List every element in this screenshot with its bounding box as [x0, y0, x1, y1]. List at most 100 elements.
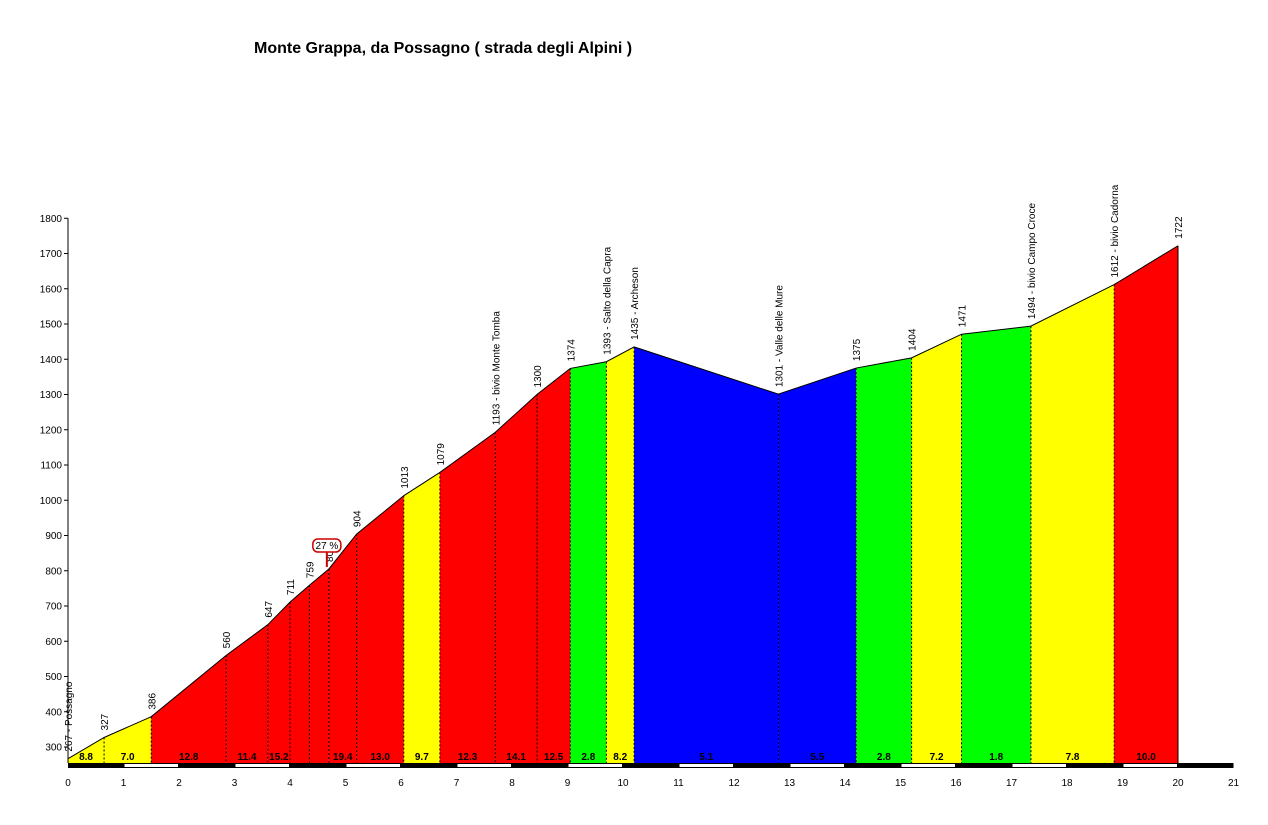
grade-label-18: 7.2: [930, 752, 944, 763]
y-tick-label-400: 400: [45, 707, 62, 718]
grade-label-11: 14.1: [506, 752, 526, 763]
elevation-label-17: 1375: [852, 338, 863, 361]
segment-area-5: [290, 585, 310, 763]
segment-area-2: [151, 655, 227, 763]
x-tick-label-6: 6: [398, 778, 404, 789]
y-axis: 300 400 500 600 700 800 900 1000 1100 1200 1300 140…: [40, 214, 69, 763]
grade-label-20: 7.8: [1066, 752, 1080, 763]
segment-area-0: [68, 737, 105, 763]
elevation-label-1: 327: [100, 713, 111, 730]
segment-area-3: [226, 624, 268, 763]
segment-area-1: [104, 716, 152, 763]
km-bar-cell-1: [124, 764, 178, 767]
grade-label-7: 19.4: [333, 752, 353, 763]
profile-outline: [67, 245, 1179, 760]
grade-label-21: 10.0: [1136, 752, 1156, 763]
max-grade-box: [312, 538, 342, 553]
elevation-label-4: 647: [264, 601, 275, 618]
grade-label-2: 12.8: [179, 752, 199, 763]
segment-area-20: [1030, 284, 1115, 763]
x-tick-label-7: 7: [454, 778, 460, 789]
x-tick-label-20: 20: [1172, 778, 1184, 789]
grade-label-12: 12.5: [544, 752, 564, 763]
x-tick-label-9: 9: [565, 778, 571, 789]
elevation-label-0: 267 - Possagno: [64, 681, 75, 751]
profile-segments: [68, 245, 1178, 763]
elevation-label-2: 386: [147, 693, 158, 710]
elevation-label-19: 1471: [958, 305, 969, 328]
km-bar-cell-3: [235, 764, 289, 767]
km-bar-cell-13: [790, 764, 844, 767]
x-tick-label-19: 19: [1117, 778, 1129, 789]
segment-area-14: [606, 346, 635, 763]
km-bar-base: [68, 763, 1234, 768]
x-tick-label-11: 11: [673, 778, 684, 789]
point-labels: 267 - Possagno 327 386 560 647 711 759 805 904 10…: [64, 184, 1185, 751]
y-tick-label-800: 800: [45, 566, 62, 577]
x-tick-label-10: 10: [617, 778, 629, 789]
chart-title: Monte Grappa, da Possagno ( strada degli…: [254, 40, 633, 57]
grade-label-19: 1.8: [989, 752, 1003, 763]
km-bar-cell-17: [1012, 764, 1066, 767]
grade-label-3: 11.4: [238, 752, 257, 763]
grade-label-17: 2.8: [877, 752, 891, 763]
x-tick-label-0: 0: [65, 778, 71, 789]
km-bar-cell-9: [568, 764, 622, 767]
segment-area-19: [961, 326, 1031, 763]
segment-area-16: [778, 368, 857, 763]
max-grade-marker: 27 %: [312, 538, 342, 567]
x-tick-label-1: 1: [121, 778, 127, 789]
segment-area-21: [1114, 245, 1178, 763]
segment-area-9: [403, 472, 440, 763]
x-tick-label-5: 5: [343, 778, 349, 789]
y-tick-label-1500: 1500: [40, 320, 63, 331]
elevation-label-8: 904: [353, 510, 364, 527]
x-tick-label-21: 21: [1228, 778, 1240, 789]
max-grade-label: 27 %: [315, 541, 338, 552]
elevation-label-11: 1193 - bivio Monte Tomba: [491, 311, 502, 426]
segment-dividers: [103, 245, 1179, 763]
elevation-label-5: 711: [286, 579, 297, 595]
y-tick-label-1000: 1000: [40, 496, 63, 507]
x-tick-label-15: 15: [895, 778, 907, 789]
elevation-label-13: 1374: [566, 339, 577, 362]
y-tick-label-1300: 1300: [40, 390, 63, 401]
x-axis: 0 1 2 3 4 5 6 7 8 9 10 11 12 13 14 15 16 17 18 19 20 21: [65, 778, 1239, 789]
grade-labels: 8.8 7.0 12.8 11.4 15.2 19.4 13.0 9.7 12.3 14.1 12.…: [79, 752, 1156, 763]
km-bar-cell-5: [346, 764, 400, 767]
km-bar: [68, 763, 1234, 768]
elevation-label-18: 1404: [908, 328, 919, 351]
elevation-label-15: 1435 - Archeson: [630, 267, 641, 340]
km-bar-cell-11: [679, 764, 733, 767]
km-bar-cell-19: [1123, 764, 1177, 767]
y-tick-label-700: 700: [45, 602, 62, 613]
segment-area-13: [570, 361, 607, 763]
segment-area-15: [634, 346, 779, 763]
x-tick-label-13: 13: [784, 778, 796, 789]
grade-label-8: 13.0: [370, 752, 390, 763]
elevation-label-10: 1079: [436, 443, 447, 466]
segment-area-8: [356, 495, 404, 763]
profile-line: [67, 245, 1179, 760]
y-tick-label-1400: 1400: [40, 355, 63, 366]
km-bar-cell-15: [901, 764, 955, 767]
x-tick-label-4: 4: [287, 778, 293, 789]
segment-area-10: [439, 432, 496, 763]
segment-area-17: [856, 357, 912, 763]
elevation-label-6: 759: [305, 561, 316, 578]
grade-label-16: 5.5: [810, 752, 824, 763]
elevation-label-22: 1722: [1174, 216, 1185, 239]
y-tick-label-1700: 1700: [40, 249, 63, 260]
segment-area-6: [309, 568, 329, 763]
x-tick-label-2: 2: [176, 778, 182, 789]
elevation-label-3: 560: [222, 631, 233, 648]
grade-label-0: 8.8: [79, 752, 93, 763]
grade-label-14: 8.2: [613, 752, 627, 763]
elevation-label-9: 1013: [400, 466, 411, 489]
km-bar-cell-7: [457, 764, 511, 767]
segment-area-18: [911, 334, 962, 763]
x-tick-label-3: 3: [232, 778, 238, 789]
x-tick-label-14: 14: [839, 778, 851, 789]
x-tick-label-12: 12: [728, 778, 740, 789]
